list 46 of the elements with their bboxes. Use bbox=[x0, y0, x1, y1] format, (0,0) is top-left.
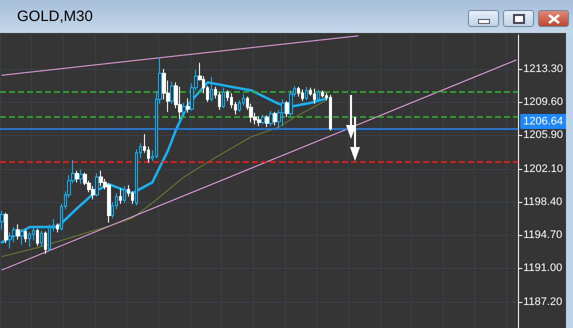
candlestick bbox=[107, 182, 111, 224]
candlestick bbox=[99, 170, 103, 186]
candlestick bbox=[24, 229, 27, 243]
candlestick bbox=[285, 100, 289, 118]
candlestick bbox=[4, 212, 8, 244]
candlestick bbox=[119, 188, 122, 204]
candlestick bbox=[261, 114, 265, 125]
y-tick-label: 1209.60 bbox=[523, 96, 564, 108]
line-series bbox=[1, 100, 327, 258]
candlestick bbox=[170, 80, 174, 104]
y-tick-label: 1205.90 bbox=[523, 129, 564, 142]
y-tick-label: 1213.30 bbox=[523, 62, 564, 75]
candlestick bbox=[222, 87, 225, 109]
candlestick bbox=[40, 230, 43, 248]
candlestick bbox=[28, 232, 31, 248]
candlestick bbox=[321, 90, 324, 98]
candlestick bbox=[178, 86, 182, 120]
y-tick-label: 1187.20 bbox=[523, 296, 562, 308]
candlestick bbox=[329, 94, 332, 132]
y-tick-label: 1202.10 bbox=[523, 162, 564, 175]
candlestick bbox=[257, 116, 261, 127]
candlestick bbox=[182, 102, 186, 117]
candlestick bbox=[317, 88, 320, 102]
y-tick-label: 1194.70 bbox=[523, 229, 562, 242]
y-tick-label: 1191.00 bbox=[523, 262, 562, 274]
candlestick bbox=[36, 228, 39, 246]
chart-title: GOLD,M30 bbox=[17, 8, 93, 25]
candlestick bbox=[305, 86, 308, 101]
candlestick bbox=[269, 110, 273, 127]
candlestick bbox=[265, 114, 269, 128]
candlestick bbox=[44, 231, 47, 254]
ref-line-label: 1206.64 bbox=[523, 115, 564, 128]
candlestick bbox=[313, 88, 316, 104]
candlestick bbox=[79, 169, 83, 185]
candlestick bbox=[289, 90, 293, 117]
candlestick bbox=[273, 111, 277, 126]
candlestick bbox=[95, 172, 99, 198]
y-tick-label: 1198.40 bbox=[523, 196, 562, 208]
candlestick bbox=[301, 88, 304, 102]
candlestick bbox=[186, 98, 190, 114]
candlestick bbox=[16, 224, 20, 240]
candlestick bbox=[56, 222, 59, 233]
candlestick bbox=[297, 86, 300, 98]
candlestick bbox=[123, 185, 126, 204]
candlestick bbox=[75, 170, 79, 183]
candlestick bbox=[281, 98, 285, 127]
